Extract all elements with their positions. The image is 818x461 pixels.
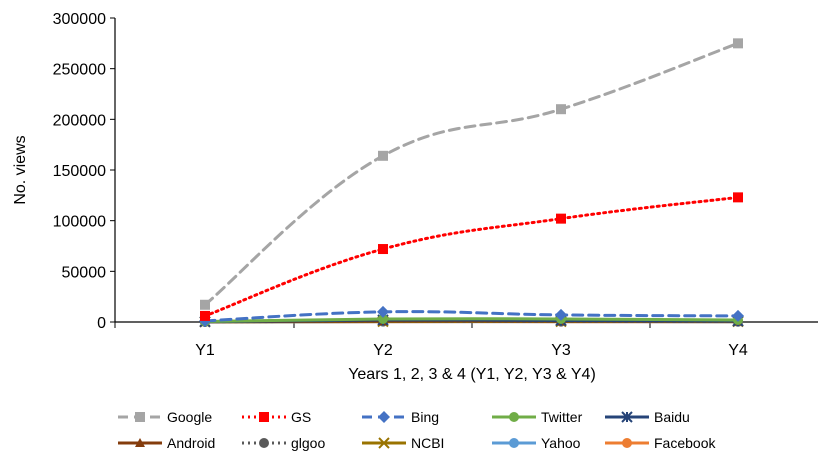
- data-point: [200, 311, 210, 321]
- legend-marker: [509, 412, 519, 422]
- legend-marker: [259, 412, 269, 422]
- x-tick-label: Y4: [728, 342, 748, 359]
- x-tick-label: Y3: [551, 342, 571, 359]
- legend-marker: [135, 412, 145, 422]
- legend-item: Bing: [362, 409, 439, 425]
- legend-item: Android: [118, 435, 215, 451]
- legend-label: Android: [167, 435, 215, 451]
- data-point: [378, 244, 388, 254]
- legend-item: Baidu: [605, 409, 690, 425]
- legend-marker: [378, 411, 390, 423]
- legend-label: NCBI: [411, 435, 444, 451]
- legend-item: GS: [242, 409, 311, 425]
- series-layer: [199, 38, 744, 327]
- y-tick-label: 0: [97, 315, 106, 332]
- legend-item: Facebook: [605, 435, 716, 451]
- data-point: [556, 104, 566, 114]
- legend-label: GS: [291, 409, 311, 425]
- y-tick-label: 50000: [62, 264, 107, 281]
- legend-item: Yahoo: [492, 435, 581, 451]
- y-axis-title: No. views: [12, 135, 29, 204]
- data-point: [733, 38, 743, 48]
- y-tick-label: 150000: [53, 163, 106, 180]
- legend-item: glgoo: [242, 435, 325, 451]
- legend-marker: [509, 438, 519, 448]
- x-axis-title: Years 1, 2, 3 & 4 (Y1, Y2, Y3 & Y4): [348, 366, 596, 383]
- x-axis: Y1 Y2 Y3 Y4: [115, 322, 818, 359]
- data-point: [200, 300, 210, 310]
- series-google: [200, 38, 743, 309]
- legend-marker: [622, 438, 632, 448]
- legend-label: Bing: [411, 409, 439, 425]
- legend: Google GS Bing Twitter Baidu Android glgoo NCBI…: [118, 409, 716, 451]
- series-line: [205, 43, 738, 304]
- x-tick-label: Y2: [373, 342, 393, 359]
- series-gs: [200, 192, 743, 321]
- legend-label: Facebook: [654, 435, 716, 451]
- y-tick-label: 300000: [53, 11, 106, 28]
- legend-item: Twitter: [492, 409, 583, 425]
- data-point: [733, 192, 743, 202]
- legend-label: Twitter: [541, 409, 583, 425]
- y-tick-label: 200000: [53, 112, 106, 129]
- legend-label: glgoo: [291, 435, 325, 451]
- legend-label: Yahoo: [541, 435, 581, 451]
- data-point: [378, 151, 388, 161]
- legend-marker: [259, 438, 269, 448]
- y-tick-label: 100000: [53, 214, 106, 231]
- series-line: [205, 197, 738, 316]
- data-point: [556, 214, 566, 224]
- y-tick-label: 250000: [53, 62, 106, 79]
- y-axis: 0 50000 100000 150000 200000 250000 300000: [53, 11, 115, 332]
- legend-label: Google: [167, 409, 212, 425]
- x-tick-label: Y1: [195, 342, 215, 359]
- legend-label: Baidu: [654, 409, 690, 425]
- legend-item: NCBI: [362, 435, 444, 451]
- legend-item: Google: [118, 409, 212, 425]
